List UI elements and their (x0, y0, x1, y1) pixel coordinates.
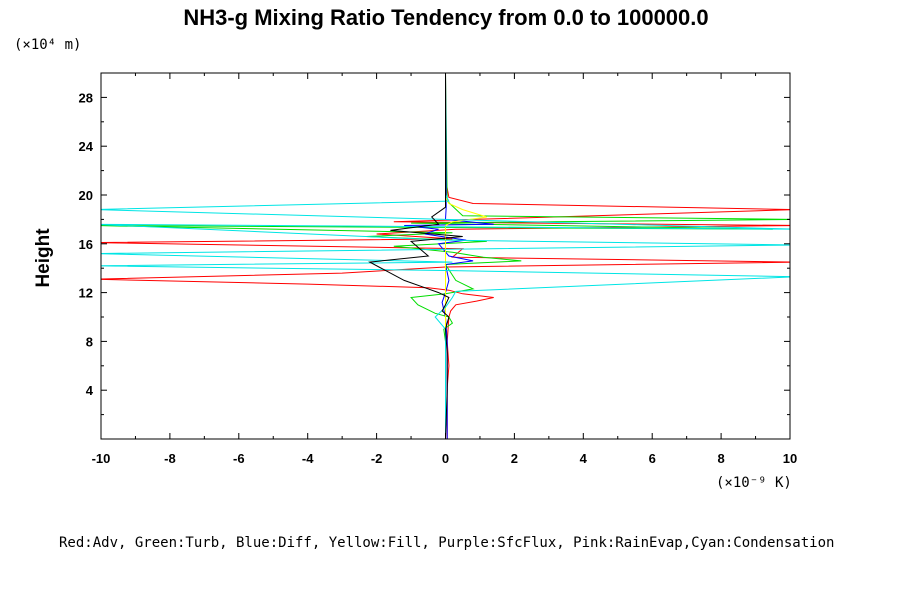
series-line-diff (404, 73, 494, 439)
y-tick-label: 12 (79, 286, 93, 301)
y-axis-label: Height (33, 228, 54, 288)
x-tick-label: 6 (649, 451, 656, 466)
x-tick-label: -6 (233, 451, 245, 466)
series-line-fill (445, 73, 487, 439)
y-tick-label: 16 (79, 237, 93, 252)
x-tick-label: 2 (511, 451, 518, 466)
x-tick-label: 10 (783, 451, 797, 466)
x-tick-label: -2 (371, 451, 383, 466)
x-tick-label: 0 (442, 451, 449, 466)
x-tick-label: 8 (717, 451, 724, 466)
y-tick-label: 20 (79, 188, 93, 203)
x-axis-unit: (×10⁻⁹ K) (716, 475, 792, 491)
series-line-total (368, 73, 463, 439)
y-tick-label: 24 (79, 139, 94, 154)
legend-text: Red:Adv, Green:Turb, Blue:Diff, Yellow:F… (59, 535, 834, 551)
chart-title: NH3-g Mixing Ratio Tendency from 0.0 to … (183, 5, 708, 30)
y-axis-unit: (×10⁴ m) (14, 37, 81, 53)
x-tick-label: 4 (580, 451, 588, 466)
y-tick-label: 8 (86, 334, 93, 349)
x-tick-label: -4 (302, 451, 314, 466)
series-layer (101, 73, 790, 439)
y-tick-label: 28 (79, 90, 93, 105)
series-line-condensation (101, 73, 790, 439)
x-tick-label: -8 (164, 451, 176, 466)
y-tick-label: 4 (86, 383, 94, 398)
x-tick-label: -10 (92, 451, 111, 466)
